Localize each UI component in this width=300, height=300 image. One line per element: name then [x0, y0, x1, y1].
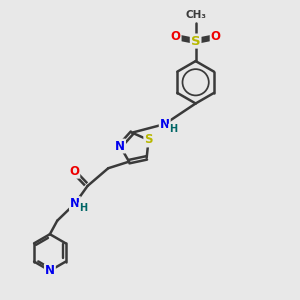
Text: O: O	[171, 29, 181, 43]
Text: O: O	[211, 29, 221, 43]
Text: N: N	[115, 140, 125, 152]
Text: S: S	[144, 134, 153, 146]
Text: H: H	[169, 124, 177, 134]
Text: N: N	[45, 264, 55, 277]
Text: O: O	[69, 165, 79, 178]
Text: S: S	[191, 34, 200, 48]
Text: N: N	[160, 118, 170, 130]
Text: H: H	[79, 203, 87, 213]
Text: CH₃: CH₃	[185, 11, 206, 20]
Text: N: N	[70, 197, 80, 210]
